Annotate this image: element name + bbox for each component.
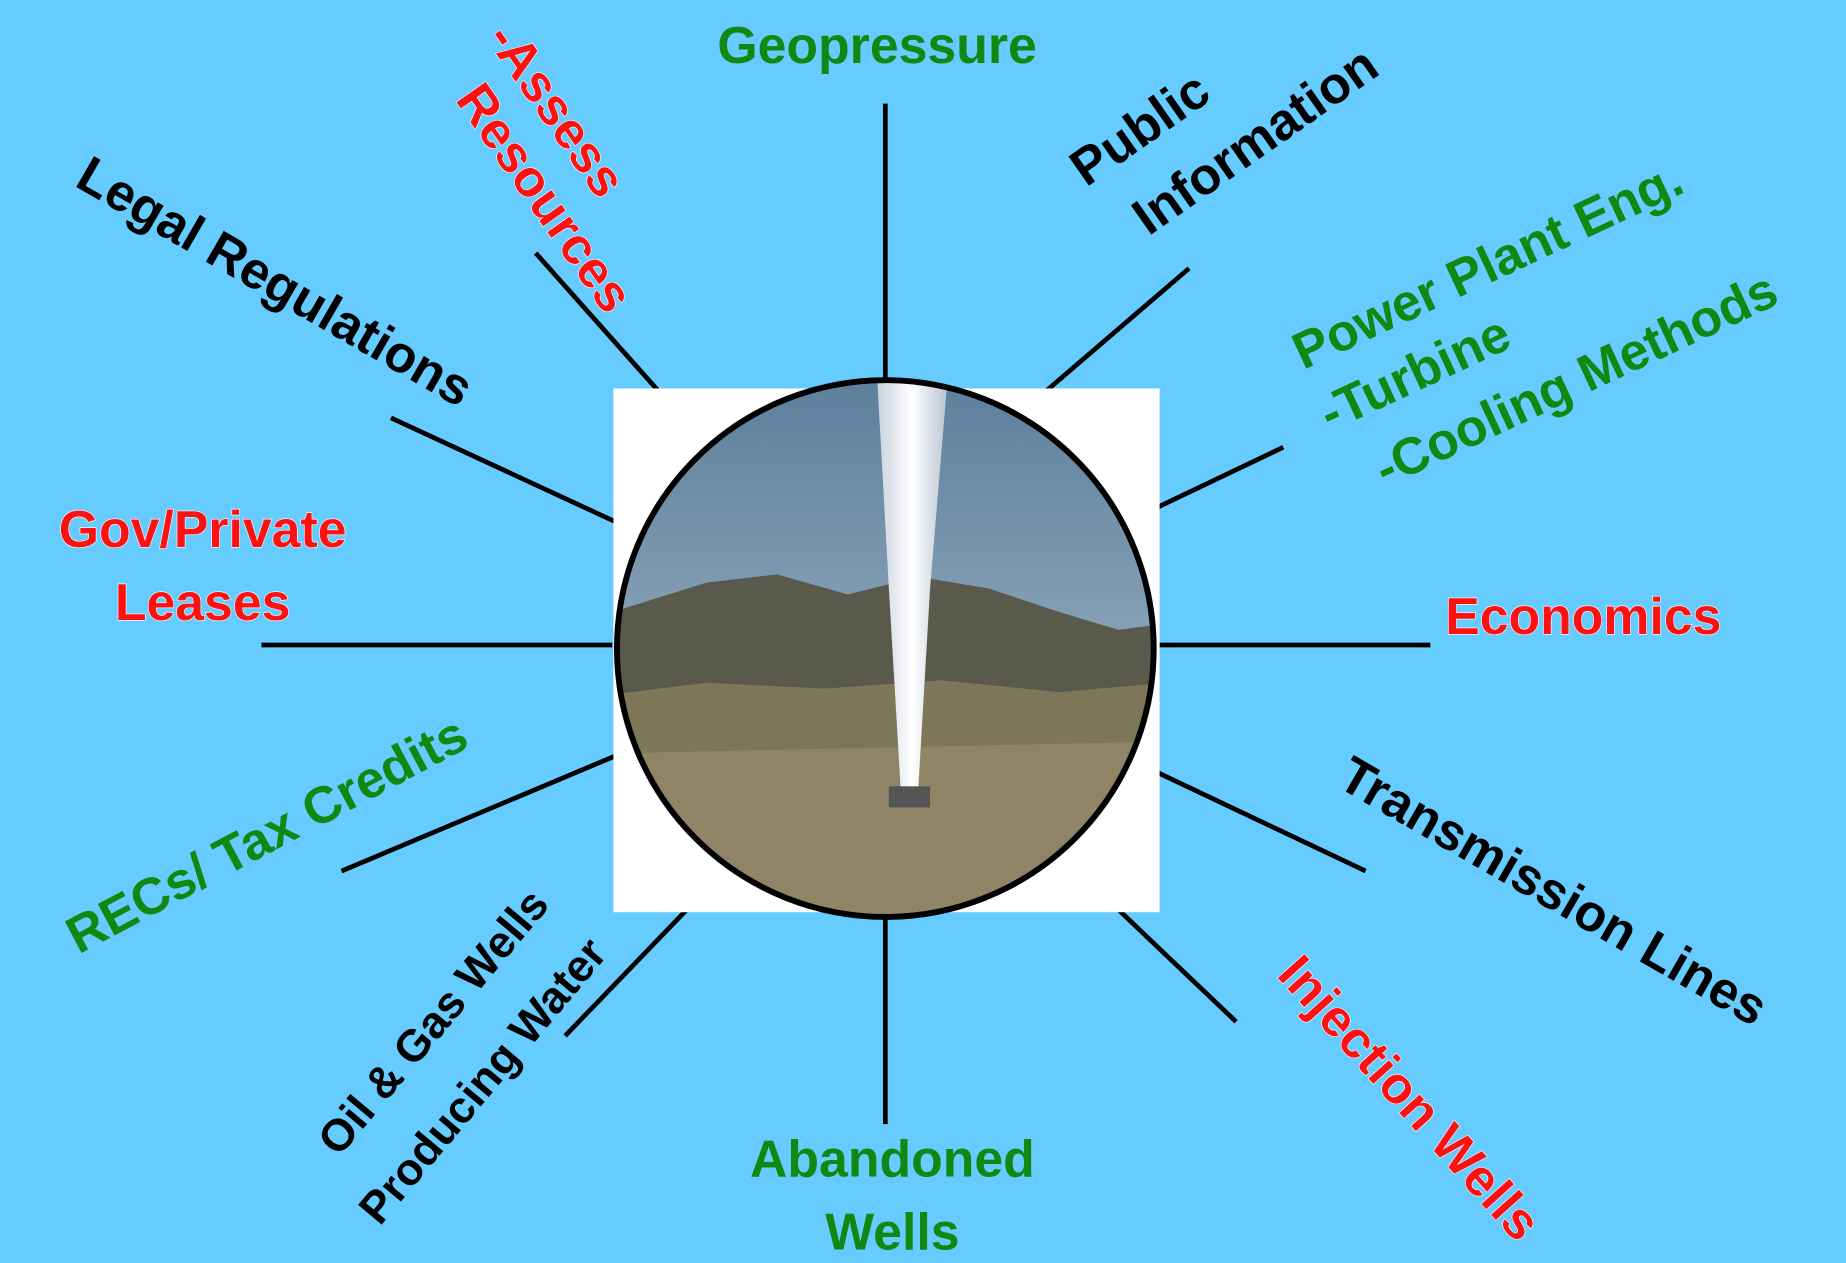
node-label: Wells	[825, 1203, 959, 1261]
node-label: Economics	[1445, 587, 1721, 645]
node-label: Geopressure	[717, 16, 1036, 74]
spoke	[340, 747, 631, 874]
node-label: Gov/Private	[59, 500, 347, 558]
spoke	[389, 415, 647, 538]
photo-border	[614, 377, 1157, 920]
spoke	[1140, 762, 1367, 874]
node-label: Abandoned	[750, 1130, 1035, 1188]
node-label: Leases	[115, 573, 291, 631]
photo	[616, 380, 1154, 917]
